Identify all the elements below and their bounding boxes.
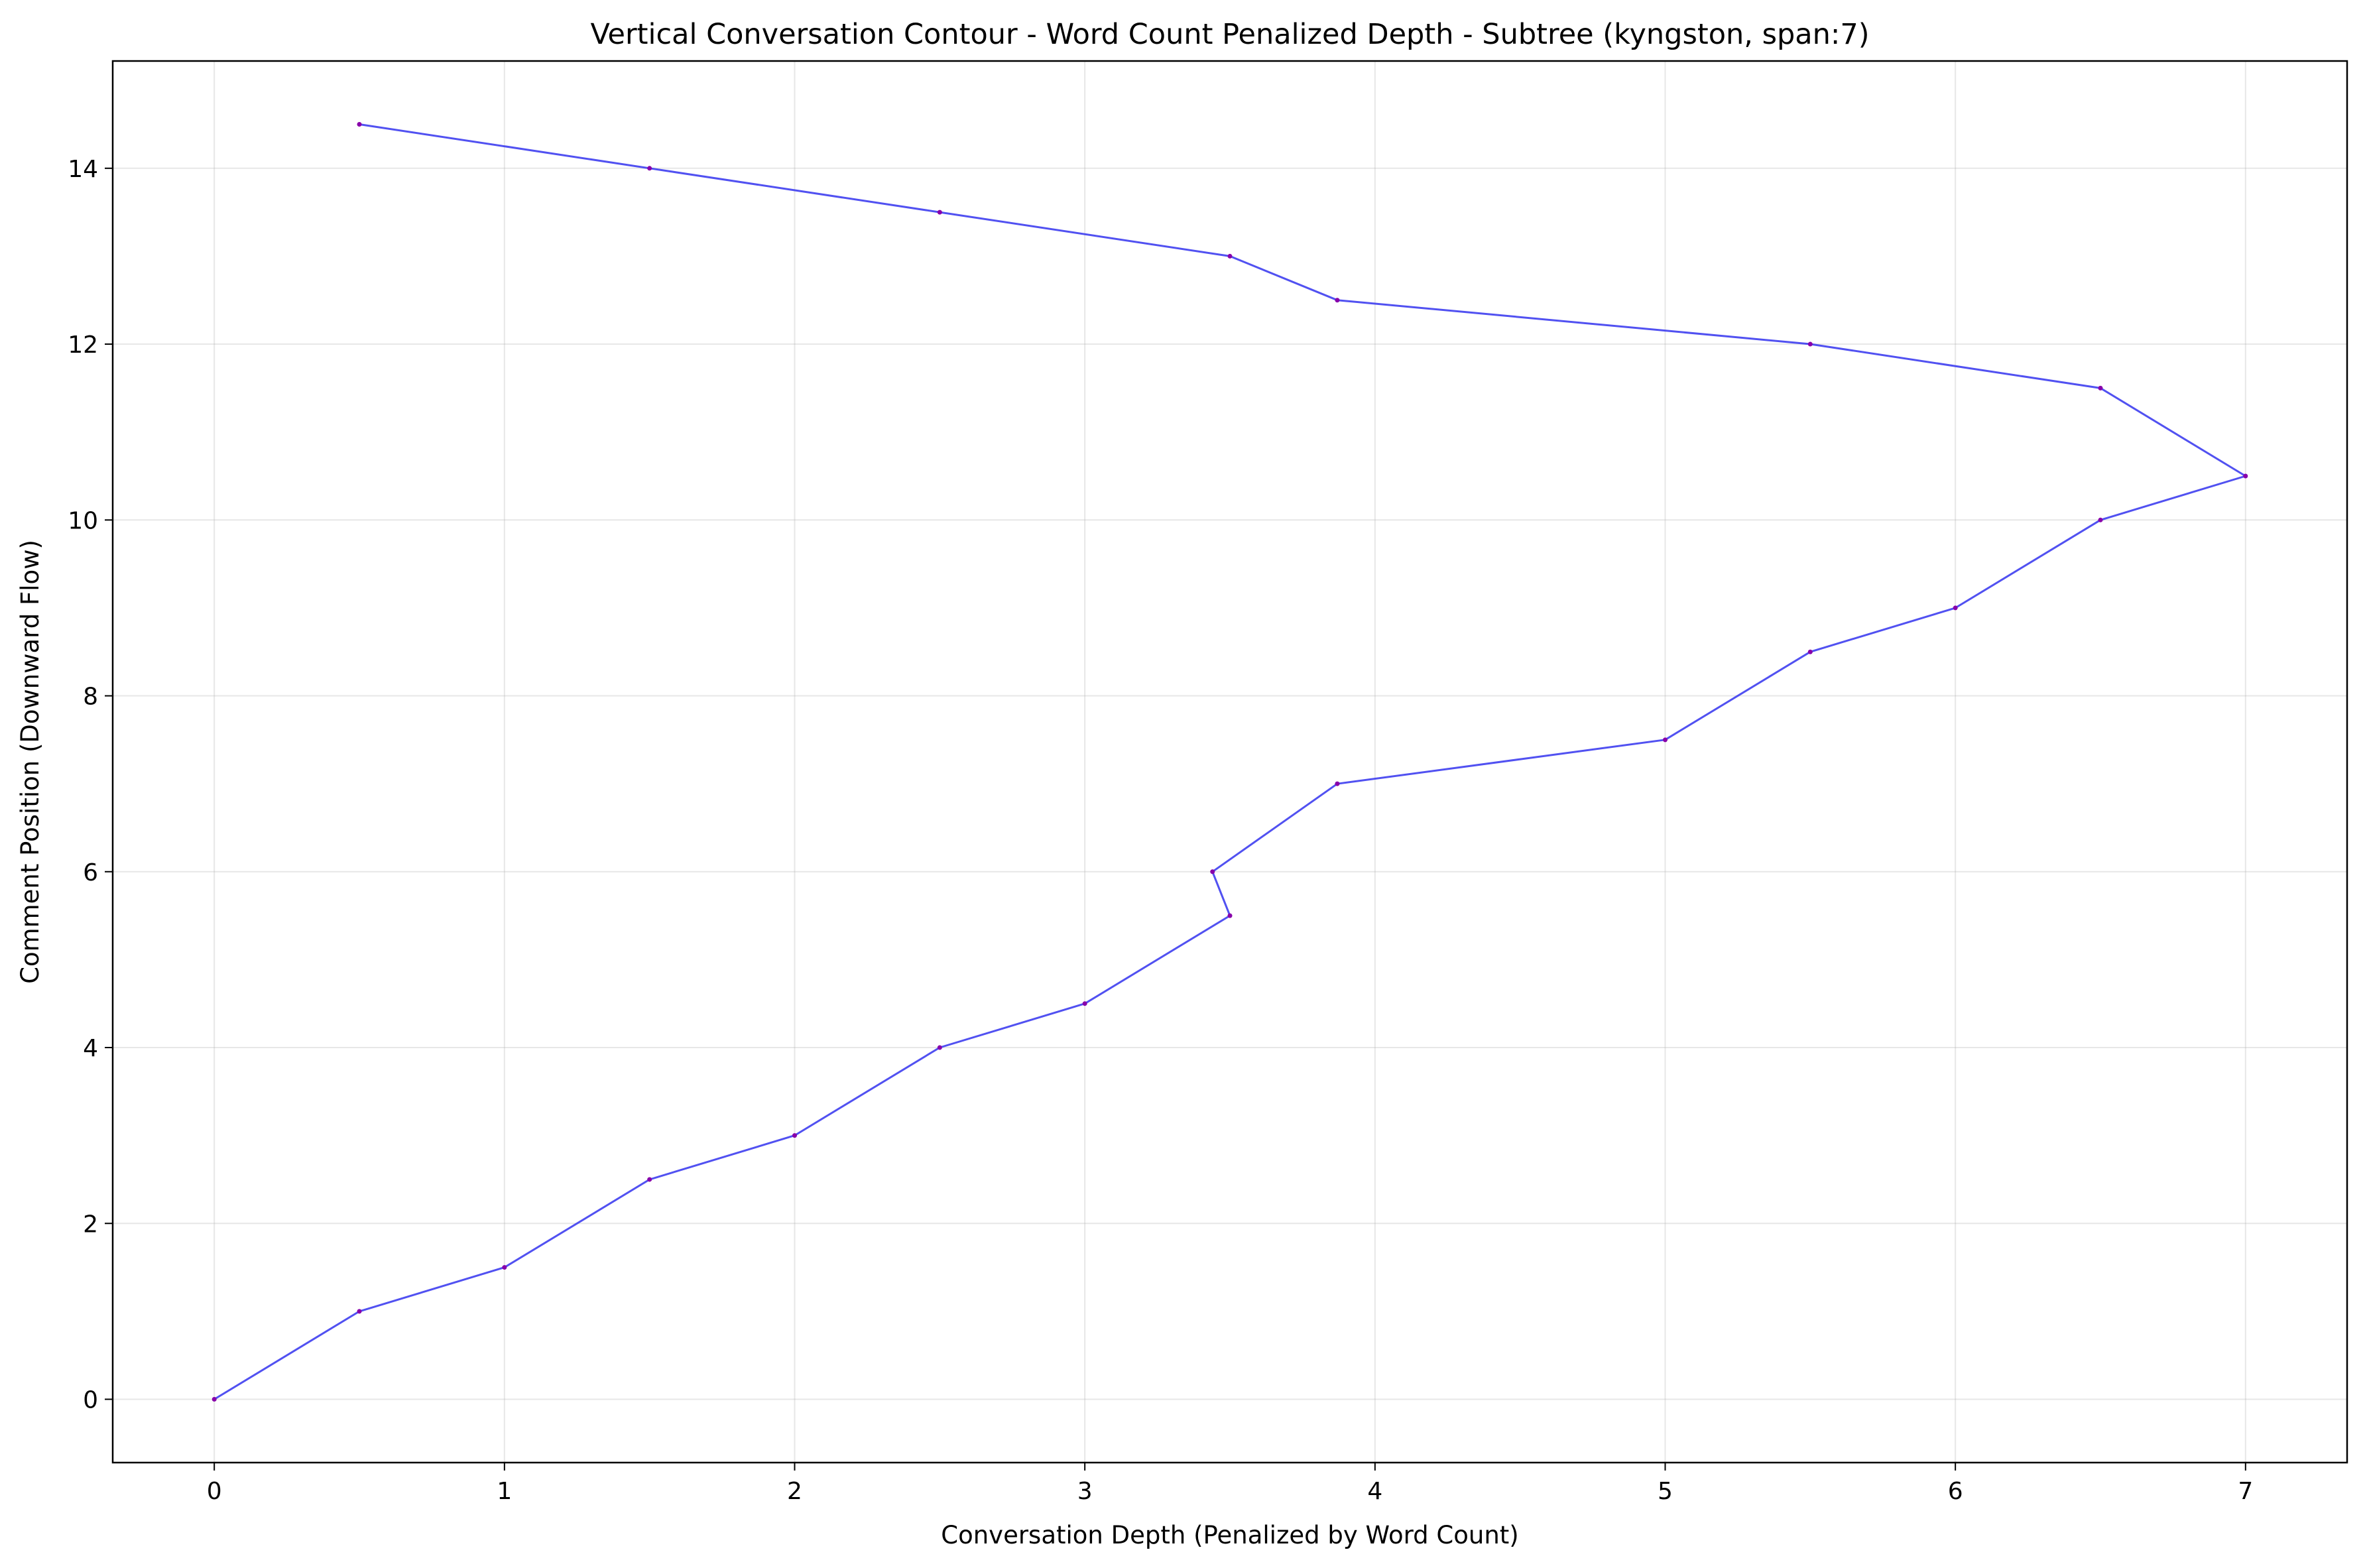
x-tick-label: 6 [1948, 1478, 1963, 1505]
data-point [2243, 473, 2248, 479]
y-tick-label: 6 [83, 859, 98, 886]
x-axis-label: Conversation Depth (Penalized by Word Co… [941, 1521, 1518, 1549]
grid [113, 61, 2347, 1463]
data-point [647, 166, 652, 171]
y-tick-label: 2 [83, 1211, 98, 1238]
data-point [1807, 649, 1813, 654]
x-tick-label: 4 [1367, 1478, 1382, 1505]
y-tick-label: 14 [68, 156, 98, 183]
data-point [792, 1133, 798, 1138]
y-tick-label: 8 [83, 684, 98, 711]
data-point [1953, 605, 1958, 611]
y-tick-label: 0 [83, 1387, 98, 1414]
data-point [1082, 1001, 1087, 1006]
data-point [1227, 913, 1233, 918]
data-point [647, 1177, 652, 1182]
y-tick-label: 12 [68, 332, 98, 359]
x-tick-label: 0 [207, 1478, 222, 1505]
data-point [937, 1045, 942, 1050]
data-point [357, 1309, 362, 1314]
plot-frame [111, 60, 2348, 1464]
series-line [213, 123, 2247, 1400]
y-tick-label: 10 [68, 507, 98, 534]
x-tick-label: 7 [2238, 1478, 2253, 1505]
data-point [1335, 781, 1340, 786]
x-tick-label: 2 [787, 1478, 802, 1505]
data-point [1662, 737, 1668, 743]
x-tick-label: 1 [497, 1478, 512, 1505]
data-point [1210, 869, 1215, 874]
x-tick-label: 5 [1658, 1478, 1673, 1505]
data-point [502, 1265, 507, 1270]
data-point [2098, 385, 2103, 391]
data-point [2098, 517, 2103, 522]
data-point [937, 210, 942, 215]
data-point [357, 121, 362, 127]
y-axis-label: Comment Position (Downward Flow) [16, 540, 44, 984]
data-point [1335, 298, 1340, 303]
data-point [212, 1397, 217, 1402]
data-point [1227, 253, 1233, 259]
y-tick-label: 4 [83, 1035, 98, 1062]
series [212, 121, 2248, 1402]
data-point [1807, 341, 1813, 347]
x-tick-label: 3 [1077, 1478, 1093, 1505]
chart-title: Vertical Conversation Contour - Word Cou… [590, 18, 1869, 51]
